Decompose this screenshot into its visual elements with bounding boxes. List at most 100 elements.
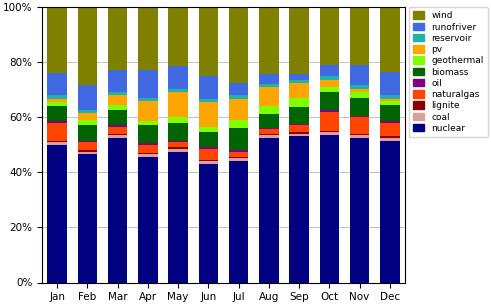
Bar: [78, 110, 97, 113]
Bar: [108, 92, 128, 95]
Bar: [138, 70, 158, 98]
Bar: [350, 65, 369, 85]
Bar: [229, 158, 248, 161]
Bar: [380, 72, 400, 95]
Bar: [289, 7, 309, 74]
Bar: [138, 5, 158, 70]
Bar: [78, 154, 97, 282]
Bar: [138, 125, 158, 143]
Bar: [289, 134, 309, 136]
Bar: [47, 106, 67, 121]
Bar: [380, 105, 400, 121]
Bar: [350, 98, 369, 116]
Bar: [198, 160, 218, 161]
Bar: [380, 123, 400, 136]
Bar: [138, 145, 158, 153]
Bar: [259, 134, 279, 135]
Bar: [229, 7, 248, 83]
Bar: [47, 121, 67, 123]
Bar: [320, 80, 339, 87]
Bar: [198, 147, 218, 149]
Bar: [289, 136, 309, 282]
Legend: wind, runofriver, reservoir, pv, geothermal, biomass, oil, naturalgas, lignite, : wind, runofriver, reservoir, pv, geother…: [409, 7, 488, 137]
Bar: [138, 154, 158, 157]
Bar: [229, 152, 248, 157]
Bar: [78, 125, 97, 141]
Bar: [138, 121, 158, 125]
Bar: [108, 127, 128, 134]
Bar: [198, 102, 218, 127]
Bar: [229, 120, 248, 128]
Bar: [198, 149, 218, 160]
Bar: [168, 147, 188, 149]
Bar: [78, 85, 97, 110]
Bar: [289, 80, 309, 83]
Bar: [259, 128, 279, 130]
Bar: [259, 7, 279, 74]
Bar: [47, 73, 67, 95]
Bar: [259, 74, 279, 84]
Bar: [229, 150, 248, 152]
Bar: [168, 152, 188, 282]
Bar: [320, 110, 339, 112]
Bar: [78, 150, 97, 152]
Bar: [198, 127, 218, 132]
Bar: [168, 66, 188, 89]
Bar: [289, 125, 309, 132]
Bar: [259, 138, 279, 282]
Bar: [289, 107, 309, 124]
Bar: [198, 161, 218, 164]
Bar: [138, 101, 158, 121]
Bar: [168, 89, 188, 92]
Bar: [47, 123, 67, 141]
Bar: [198, 76, 218, 99]
Bar: [229, 99, 248, 120]
Bar: [350, 5, 369, 65]
Bar: [350, 138, 369, 282]
Bar: [289, 98, 309, 107]
Bar: [259, 87, 279, 106]
Bar: [229, 128, 248, 150]
Bar: [47, 102, 67, 106]
Bar: [229, 83, 248, 95]
Bar: [289, 83, 309, 98]
Bar: [350, 92, 369, 98]
Bar: [108, 105, 128, 110]
Bar: [320, 87, 339, 92]
Bar: [78, 141, 97, 142]
Bar: [380, 99, 400, 101]
Bar: [259, 106, 279, 114]
Bar: [47, 99, 67, 102]
Bar: [47, 95, 67, 99]
Bar: [229, 161, 248, 282]
Bar: [47, 145, 67, 282]
Bar: [108, 95, 128, 105]
Bar: [380, 138, 400, 141]
Bar: [350, 116, 369, 117]
Bar: [350, 117, 369, 134]
Bar: [108, 125, 128, 127]
Bar: [259, 114, 279, 128]
Bar: [78, 142, 97, 150]
Bar: [229, 157, 248, 158]
Bar: [289, 74, 309, 80]
Bar: [289, 132, 309, 134]
Bar: [47, 142, 67, 145]
Bar: [138, 98, 158, 101]
Bar: [320, 131, 339, 132]
Bar: [198, 7, 218, 76]
Bar: [108, 70, 128, 92]
Bar: [47, 7, 67, 73]
Bar: [320, 7, 339, 65]
Bar: [259, 130, 279, 134]
Bar: [198, 99, 218, 102]
Bar: [350, 135, 369, 138]
Bar: [168, 149, 188, 152]
Bar: [229, 95, 248, 99]
Bar: [108, 134, 128, 135]
Bar: [138, 157, 158, 282]
Bar: [380, 121, 400, 123]
Bar: [350, 89, 369, 92]
Bar: [168, 7, 188, 66]
Bar: [78, 5, 97, 85]
